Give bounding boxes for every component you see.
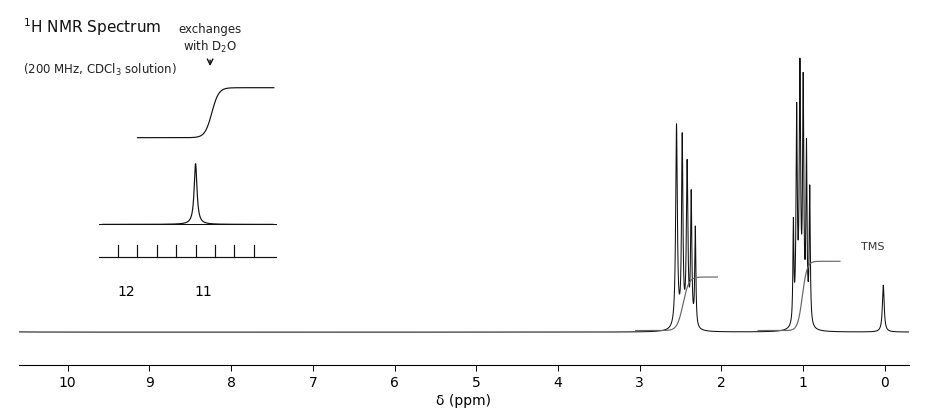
Text: $^{1}$H NMR Spectrum: $^{1}$H NMR Spectrum — [23, 16, 161, 38]
Text: exchanges
with D$_2$O: exchanges with D$_2$O — [178, 23, 241, 65]
X-axis label: δ (ppm): δ (ppm) — [436, 394, 491, 408]
Text: TMS: TMS — [860, 242, 883, 252]
Text: (200 MHz, CDCl$_3$ solution): (200 MHz, CDCl$_3$ solution) — [23, 62, 176, 78]
